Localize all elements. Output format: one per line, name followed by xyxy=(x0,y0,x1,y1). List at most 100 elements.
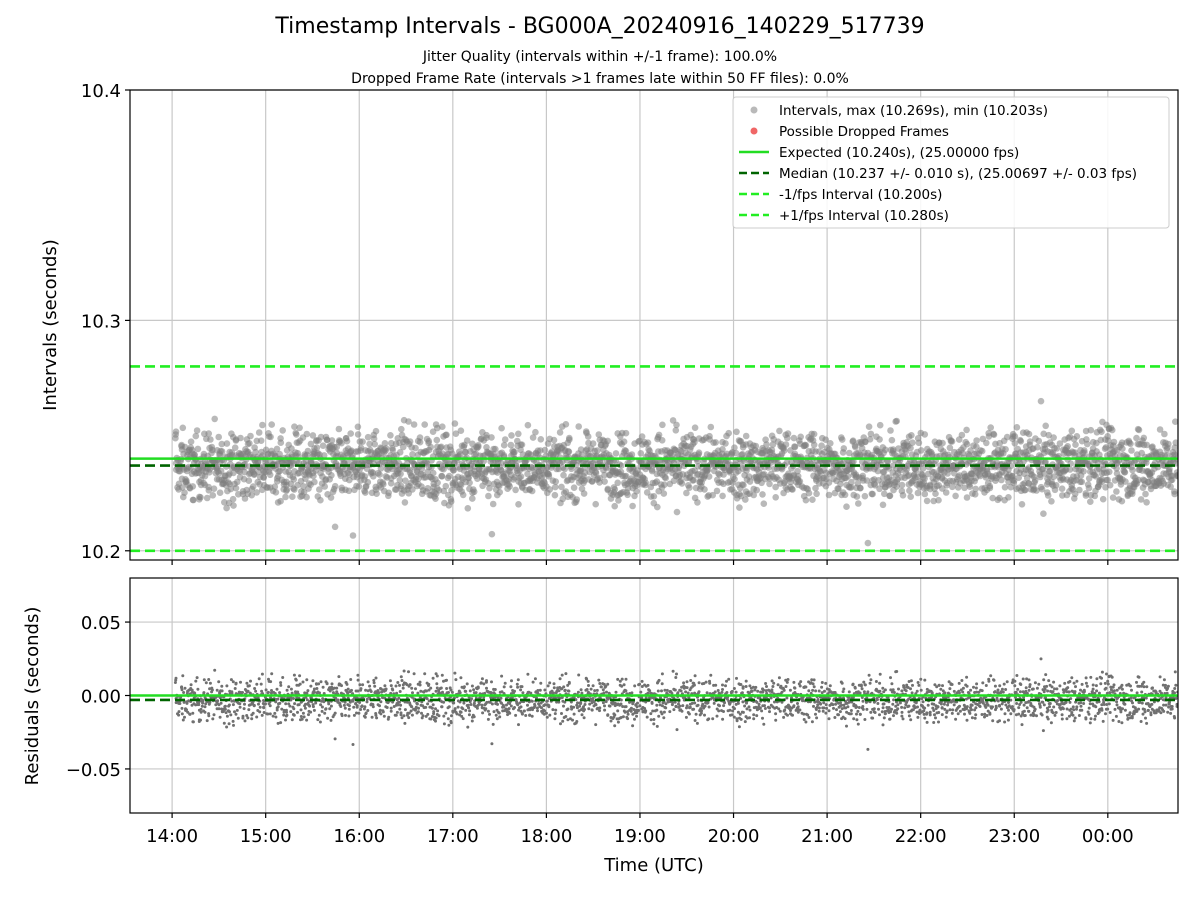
residual-point xyxy=(296,710,299,714)
legend-label: +1/fps Interval (10.280s) xyxy=(779,208,949,224)
residual-point xyxy=(356,678,360,682)
interval-point xyxy=(450,467,458,474)
residual-point xyxy=(223,704,227,708)
residual-point xyxy=(431,703,435,707)
residual-point xyxy=(531,680,535,684)
residual-point xyxy=(251,711,255,715)
interval-point xyxy=(223,504,230,512)
residual-point xyxy=(180,712,184,716)
residual-point xyxy=(385,706,389,709)
residual-point xyxy=(796,702,799,705)
interval-point xyxy=(387,432,394,439)
residual-point xyxy=(606,713,610,717)
interval-point xyxy=(932,490,939,498)
residual-point xyxy=(441,690,444,694)
residual-point xyxy=(693,701,697,705)
residual-point xyxy=(747,705,751,709)
residual-point xyxy=(405,700,409,704)
residual-point xyxy=(354,702,358,705)
interval-point xyxy=(288,445,295,452)
interval-point xyxy=(1098,428,1105,436)
residual-point xyxy=(564,672,568,676)
residual-point xyxy=(495,717,499,721)
residual-point xyxy=(230,691,234,695)
interval-point xyxy=(1091,492,1099,500)
residual-point xyxy=(748,716,751,720)
interval-point xyxy=(844,473,852,480)
residual-point xyxy=(528,713,532,717)
interval-point xyxy=(949,483,956,491)
residual-point xyxy=(530,714,534,718)
residual-point xyxy=(786,678,790,681)
interval-point xyxy=(443,431,450,439)
residual-point xyxy=(289,710,293,714)
residual-point xyxy=(366,680,370,684)
interval-point xyxy=(935,496,942,504)
interval-point xyxy=(1161,430,1168,438)
residual-point xyxy=(313,690,316,694)
residual-point xyxy=(233,687,237,690)
residual-point xyxy=(260,672,264,676)
residual-point xyxy=(218,691,222,695)
residual-point xyxy=(659,696,662,700)
residual-point xyxy=(736,701,740,705)
interval-point xyxy=(311,478,318,486)
interval-point xyxy=(678,480,686,487)
residual-point xyxy=(305,691,309,695)
interval-point xyxy=(405,418,412,425)
residual-point xyxy=(374,712,378,715)
residual-point xyxy=(723,701,726,705)
interval-point xyxy=(532,428,539,436)
residual-point xyxy=(701,702,705,706)
residual-point xyxy=(462,685,466,689)
residual-point xyxy=(212,713,216,717)
residual-point xyxy=(447,723,451,727)
interval-point xyxy=(1143,441,1151,449)
residual-point xyxy=(257,677,261,681)
residual-point xyxy=(488,700,492,704)
interval-point xyxy=(537,436,545,443)
interval-point xyxy=(604,437,611,445)
residual-point xyxy=(183,715,186,719)
interval-point xyxy=(719,492,726,500)
residual-point xyxy=(685,704,689,708)
residual-point xyxy=(539,681,543,685)
residual-point xyxy=(773,700,776,704)
residual-point xyxy=(427,682,431,686)
residual-point xyxy=(585,688,589,691)
residual-point xyxy=(314,701,318,705)
interval-point xyxy=(1013,424,1021,431)
residual-point xyxy=(636,708,640,712)
residual-point xyxy=(407,711,411,715)
interval-point xyxy=(763,441,770,448)
interval-point xyxy=(694,499,701,506)
residual-point xyxy=(690,701,694,705)
residual-point xyxy=(563,688,567,692)
residual-point xyxy=(814,689,818,693)
residual-point xyxy=(373,684,377,688)
residual-point xyxy=(660,704,664,708)
interval-point xyxy=(865,423,873,431)
interval-point xyxy=(1113,488,1120,495)
residual-point xyxy=(355,711,358,715)
residual-point xyxy=(203,705,207,709)
interval-point xyxy=(317,433,325,441)
residual-point xyxy=(543,703,547,707)
residual-point xyxy=(389,684,393,688)
interval-point xyxy=(371,440,379,448)
interval-point xyxy=(769,441,777,448)
interval-point xyxy=(952,492,959,500)
interval-point xyxy=(745,473,753,480)
residual-point xyxy=(572,712,576,716)
residual-point xyxy=(577,673,581,677)
residual-point xyxy=(343,706,347,710)
interval-point xyxy=(1038,485,1046,493)
residual-point xyxy=(752,717,756,721)
residual-point xyxy=(415,702,419,706)
interval-point xyxy=(1045,431,1052,439)
interval-point xyxy=(459,491,467,499)
residual-point xyxy=(325,681,329,685)
residual-point xyxy=(282,713,286,717)
interval-point xyxy=(843,503,850,511)
residual-point xyxy=(375,716,379,720)
